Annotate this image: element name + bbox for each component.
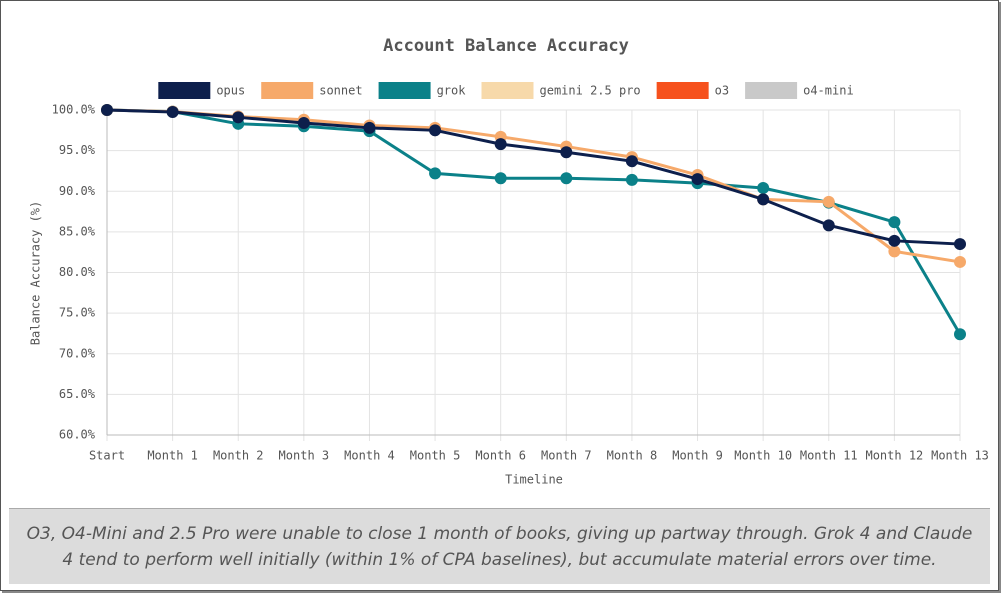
caption: O3, O4-Mini and 2.5 Pro were unable to c… — [9, 508, 990, 584]
data-point — [232, 111, 245, 124]
chart-title: Account Balance Accuracy — [383, 36, 629, 56]
series-line — [106, 108, 961, 264]
x-tick-label: Month 9 — [672, 449, 723, 463]
chart: Account Balance Accuracy Timeline Balanc… — [29, 36, 989, 487]
data-point — [429, 167, 442, 180]
y-tick-label: 80.0% — [59, 265, 96, 279]
y-tick-label: 100.0% — [52, 103, 96, 117]
data-point — [625, 155, 638, 168]
x-axis-title: Timeline — [505, 473, 563, 487]
data-point — [954, 328, 966, 341]
legend-label: sonnet — [319, 84, 362, 98]
x-tick-label: Month 6 — [475, 449, 526, 463]
y-tick-label: 85.0% — [59, 224, 96, 238]
data-point — [888, 216, 901, 229]
series-line — [106, 108, 961, 246]
legend-swatch — [158, 82, 211, 99]
x-tick-label: Month 4 — [344, 449, 395, 463]
data-point — [954, 255, 966, 268]
data-point — [101, 104, 113, 116]
data-point — [822, 195, 835, 208]
data-point — [888, 245, 901, 258]
data-point — [297, 117, 310, 129]
data-point — [560, 146, 573, 159]
legend-swatch — [481, 82, 534, 99]
legend-label: gemini 2.5 pro — [539, 84, 640, 98]
y-tick-label: 75.0% — [59, 306, 96, 320]
legend-swatch — [656, 82, 709, 99]
legend-label: grok — [437, 84, 467, 98]
data-point — [888, 234, 901, 247]
data-point — [954, 238, 966, 251]
data-point — [560, 172, 573, 185]
y-tick-label: 60.0% — [59, 428, 96, 442]
x-tick-label: Month 1 — [147, 449, 198, 463]
data-point — [757, 182, 770, 194]
y-tick-label: 95.0% — [59, 143, 96, 157]
x-tick-label: Month 11 — [800, 449, 858, 463]
legend-swatch — [378, 82, 431, 99]
y-tick-label: 70.0% — [59, 346, 96, 360]
legend-label: opus — [216, 84, 245, 98]
data-point — [429, 124, 442, 137]
grid — [106, 109, 961, 441]
x-tick-label: Month 2 — [213, 449, 264, 463]
data-point — [166, 106, 179, 119]
y-axis-title: Balance Accuracy (%) — [29, 201, 43, 346]
x-tick-label: Month 8 — [607, 449, 658, 463]
x-tick-label: Month 5 — [410, 449, 461, 463]
legend-swatch — [261, 82, 314, 99]
y-tick-label: 90.0% — [59, 184, 96, 198]
x-tick-label: Month 10 — [734, 449, 792, 463]
data-point — [363, 121, 376, 134]
legend-label: o4-mini — [803, 84, 854, 98]
data-point — [625, 173, 638, 186]
x-tick-label: Month 7 — [541, 449, 592, 463]
data-point — [494, 172, 507, 185]
data-point — [494, 138, 507, 151]
data-point — [822, 219, 835, 232]
x-tick-label: Month 12 — [865, 449, 923, 463]
data-point — [691, 173, 704, 186]
x-tick-label: Month 13 — [931, 449, 989, 463]
x-tick-label: Month 3 — [279, 449, 330, 463]
legend: opus sonnet grok gemini 2.5 pro o3 o4-mini — [158, 82, 854, 99]
x-tick-label: Start — [89, 449, 125, 463]
legend-swatch — [745, 82, 798, 99]
y-tick-label: 65.0% — [59, 387, 96, 401]
legend-label: o3 — [715, 84, 729, 98]
data-point — [757, 193, 770, 206]
